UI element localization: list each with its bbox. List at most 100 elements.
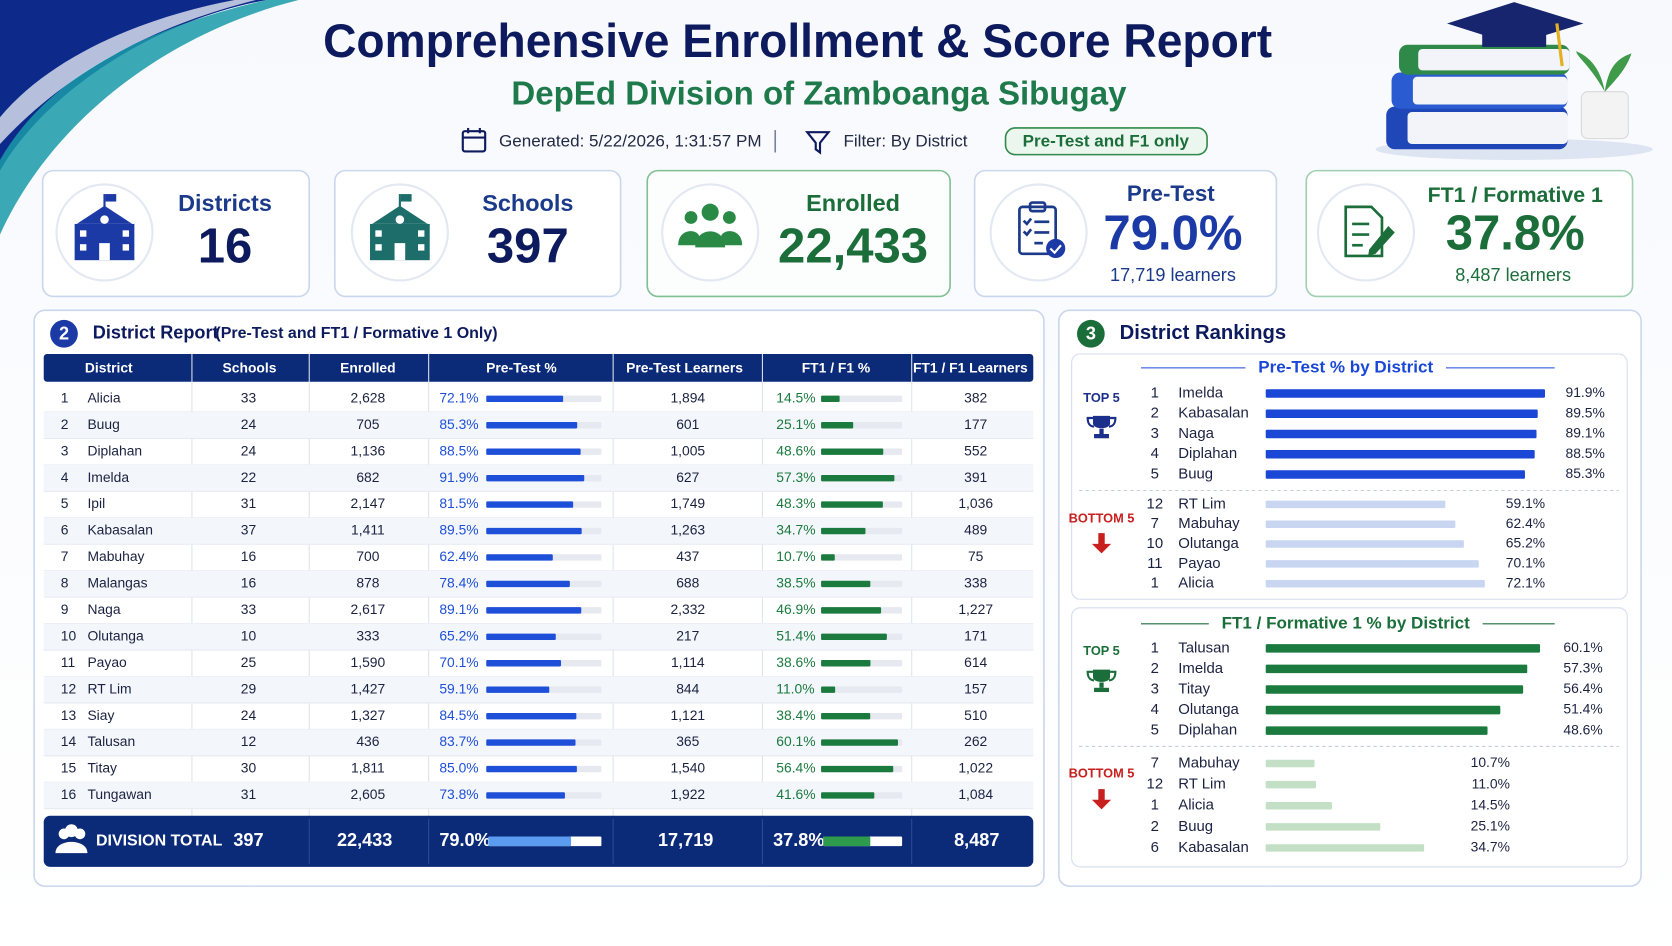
rank: 1 — [1151, 384, 1159, 401]
cell: RT Lim — [87, 680, 131, 696]
column-header: FT1 / F1 Learners — [913, 360, 1028, 376]
rank: 2 — [1151, 818, 1159, 835]
ranking-bar — [1265, 844, 1425, 852]
cell: 2,332 — [670, 601, 705, 617]
cell: Mabuhay — [87, 548, 144, 564]
percent-label: 83.7% — [439, 733, 478, 749]
trophy-icon — [1092, 415, 1111, 429]
kpi-card: Enrolled 22,433 — [646, 169, 951, 298]
percent-bar — [821, 686, 836, 693]
cell: 11 — [61, 654, 76, 670]
percent-bar — [821, 739, 898, 746]
swoosh — [0, 0, 256, 144]
table-row: 4 Imelda 22 682 91.9% 627 57.3% 391 — [43, 464, 1034, 492]
kpi-value: 16 — [198, 219, 253, 273]
percent-label: 38.4% — [776, 707, 815, 723]
cell: 29 — [241, 680, 257, 696]
cell: 333 — [356, 627, 379, 643]
cell: 75 — [968, 548, 984, 564]
percent-bar — [486, 739, 576, 746]
filter-label: Filter: By District — [843, 131, 967, 150]
ranking-chart: Pre-Test % by District TOP 5 1 Imelda 91.9% 2… — [1069, 353, 1628, 600]
percent-label: 73.8% — [439, 786, 478, 802]
trophy-icon — [1094, 433, 1109, 439]
group-label: TOP 5 — [1083, 390, 1119, 405]
cell: 16 — [241, 548, 257, 564]
filter-badge[interactable] — [1004, 127, 1208, 156]
ranking-bar — [1265, 500, 1446, 509]
cell: 13 — [61, 707, 77, 723]
table-row: 12 RT Lim 29 1,427 59.1% 844 11.0% 157 — [43, 676, 1034, 704]
cell: 10 — [241, 627, 257, 643]
cell: 1,022 — [958, 760, 993, 776]
district-name: Mabuhay — [1178, 754, 1240, 771]
cell: 16 — [61, 786, 77, 802]
filter-badge-text[interactable]: Pre-Test and F1 only — [1023, 131, 1190, 150]
percent-label: 85.3% — [439, 416, 478, 432]
percent-label: 48.3% — [776, 495, 815, 511]
cell: 365 — [676, 733, 699, 749]
percent-label: 62.4% — [439, 548, 478, 564]
rank: 3 — [1151, 425, 1159, 442]
district-name: Imelda — [1178, 384, 1223, 401]
percent-label: 10.7% — [776, 548, 815, 564]
cell: 382 — [964, 389, 987, 405]
rank: 5 — [1151, 722, 1159, 739]
cell: Diplahan — [87, 442, 142, 458]
cell: 844 — [676, 680, 699, 696]
ranking-bar — [1265, 705, 1501, 715]
cell: 1,749 — [670, 495, 705, 511]
kpi-value: 37.8% — [1446, 207, 1585, 261]
percent-bar — [486, 686, 550, 693]
rank: 7 — [1151, 754, 1159, 771]
value-label: 14.5% — [1471, 796, 1510, 812]
ranking-title: FT1 / Formative 1 % by District — [1222, 613, 1471, 632]
ranking-chart: FT1 / Formative 1 % by District TOP 5 1 Tal… — [1069, 607, 1628, 868]
trophy-icon — [1099, 682, 1104, 688]
group-label: BOTTOM 5 — [1069, 511, 1135, 526]
group-label: BOTTOM 5 — [1069, 766, 1135, 781]
ranking-title: Pre-Test % by District — [1258, 357, 1433, 376]
kpi-card: Pre-Test 79.0% 17,719 learners — [973, 169, 1278, 298]
cell: 25 — [241, 654, 257, 670]
kpi-value: 22,433 — [778, 219, 928, 273]
cell: 1,036 — [958, 495, 993, 511]
section-note: (Pre-Test and FT1 / Formative 1 Only) — [215, 325, 497, 342]
cell: 1,114 — [671, 654, 705, 670]
percent-label: 78.4% — [439, 575, 478, 591]
district-name: Mabuhay — [1178, 515, 1240, 532]
cell: Imelda — [87, 469, 129, 485]
cell: 552 — [964, 442, 987, 458]
column-header: District — [85, 360, 133, 376]
percent-label: 85.0% — [439, 760, 478, 776]
percent-bar — [821, 474, 895, 482]
district-name: Payao — [1178, 555, 1220, 572]
percent-bar — [486, 580, 570, 588]
cell: 33 — [241, 601, 257, 617]
down-arrow-icon — [1091, 789, 1112, 810]
cell: 397 — [233, 830, 263, 850]
filter-icon — [804, 131, 831, 155]
percent-bar — [486, 633, 556, 641]
cell: 1,922 — [670, 786, 705, 802]
cell: 614 — [964, 654, 987, 670]
cell: 22,433 — [337, 830, 392, 850]
percent-bar — [823, 836, 871, 847]
percent-bar — [486, 422, 578, 429]
ranking-bar — [1265, 409, 1538, 419]
cell: Siay — [87, 707, 114, 723]
trophy-icon — [1086, 416, 1117, 428]
rank: 6 — [1151, 839, 1159, 856]
table-row: 2 Buug 24 705 85.3% 601 25.1% 177 — [43, 412, 1034, 440]
cell: 6 — [61, 522, 69, 538]
district-name: Buug — [1178, 465, 1213, 482]
percent-label: 37.8% — [773, 830, 824, 850]
rank: 10 — [1147, 535, 1164, 552]
value-label: 89.5% — [1566, 404, 1605, 420]
cell: 700 — [356, 548, 379, 564]
section-title: District Rankings — [1120, 322, 1287, 344]
cell: 17,719 — [658, 830, 713, 850]
percent-bar — [486, 792, 565, 799]
kpi-label: Enrolled — [806, 190, 900, 216]
